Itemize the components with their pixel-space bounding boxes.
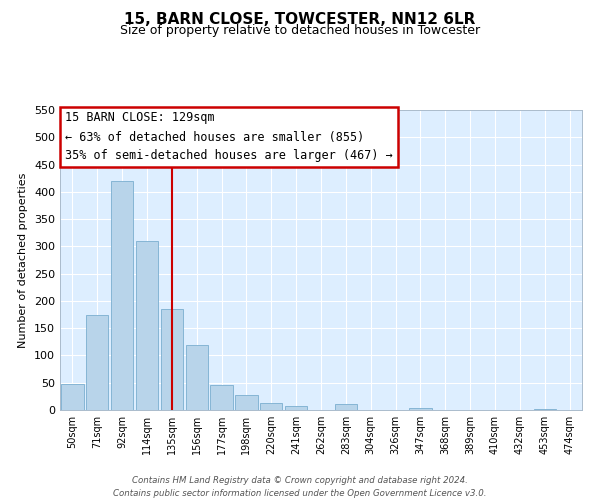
Bar (61, 384, 83, 410)
Bar (409, 408, 431, 410)
Bar (211, 386, 233, 410)
Bar (161, 309, 183, 410)
Bar (86, 314, 109, 410)
Text: 15, BARN CLOSE, TOWCESTER, NN12 6LR: 15, BARN CLOSE, TOWCESTER, NN12 6LR (124, 12, 476, 28)
Bar (111, 181, 133, 410)
Text: Size of property relative to detached houses in Towcester: Size of property relative to detached ho… (120, 24, 480, 37)
Bar (260, 403, 283, 410)
Bar (185, 344, 208, 410)
Bar (136, 241, 158, 410)
Y-axis label: Number of detached properties: Number of detached properties (19, 172, 28, 348)
Bar (235, 396, 257, 410)
Text: 15 BARN CLOSE: 129sqm
← 63% of detached houses are smaller (855)
35% of semi-det: 15 BARN CLOSE: 129sqm ← 63% of detached … (65, 112, 393, 162)
Text: Contains HM Land Registry data © Crown copyright and database right 2024.
Contai: Contains HM Land Registry data © Crown c… (113, 476, 487, 498)
Bar (285, 406, 307, 410)
Bar (335, 404, 357, 410)
